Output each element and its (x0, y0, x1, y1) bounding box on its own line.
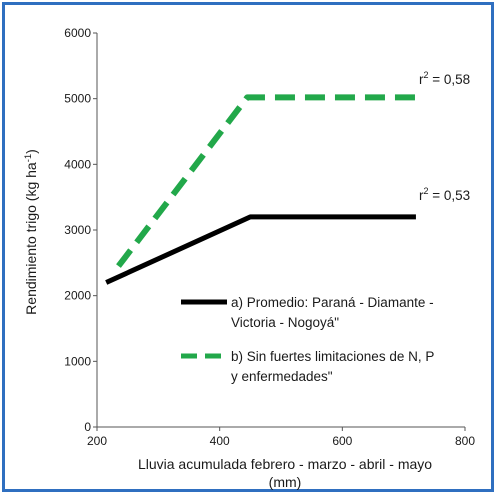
y-ticks: 0 1000 2000 3000 4000 5000 6000 (64, 26, 97, 434)
y-axis-title-sup: -1 (23, 154, 34, 162)
y-tick-label: 5000 (64, 92, 91, 106)
svg-text:r2 = 0,58: r2 = 0,58 (419, 70, 470, 87)
series-line-a (105, 214, 416, 285)
y-axis-title: Rendimiento trigo (kg ha-1) (23, 149, 39, 315)
legend-label-series-a-line-2: Victoria - Nogoyá" (231, 315, 339, 330)
x-tick-label: 800 (455, 434, 475, 448)
r2-label-series-a: r2 = 0,53 (419, 186, 470, 203)
legend: a) Promedio: Paraná - Diamante - Victori… (181, 295, 434, 384)
legend-entry-series-b: b) Sin fuertes limitaciones de N, P y en… (181, 349, 434, 384)
y-tick-label: 3000 (64, 223, 91, 237)
x-ticks: 200 400 600 800 (87, 427, 475, 448)
axes (96, 33, 465, 428)
x-axis-title-line-2: (mm) (269, 474, 302, 490)
x-tick-label: 600 (332, 434, 352, 448)
x-axis-title-line-1: Lluvia acumulada febrero - marzo - abril… (138, 456, 432, 472)
svg-text:r2 = 0,53: r2 = 0,53 (419, 186, 470, 203)
y-tick-label: 0 (84, 420, 91, 434)
legend-label-series-a-line-1: a) Promedio: Paraná - Diamante - (231, 295, 434, 310)
legend-label-series-b-line-2: y enfermedades" (231, 369, 333, 384)
chart-frame (2, 2, 494, 492)
x-tick-label: 200 (87, 434, 107, 448)
series-line-b (116, 94, 423, 268)
legend-label-series-b-line-1: b) Sin fuertes limitaciones de N, P (231, 349, 434, 364)
series-layer (105, 94, 423, 285)
y-tick-label: 6000 (64, 26, 91, 40)
x-tick-label: 400 (210, 434, 230, 448)
r2-label-series-b: r2 = 0,58 (419, 70, 470, 87)
y-tick-label: 4000 (64, 157, 91, 171)
legend-entry-series-a: a) Promedio: Paraná - Diamante - Victori… (181, 295, 434, 330)
y-tick-label: 1000 (64, 354, 91, 368)
y-tick-label: 2000 (64, 289, 91, 303)
